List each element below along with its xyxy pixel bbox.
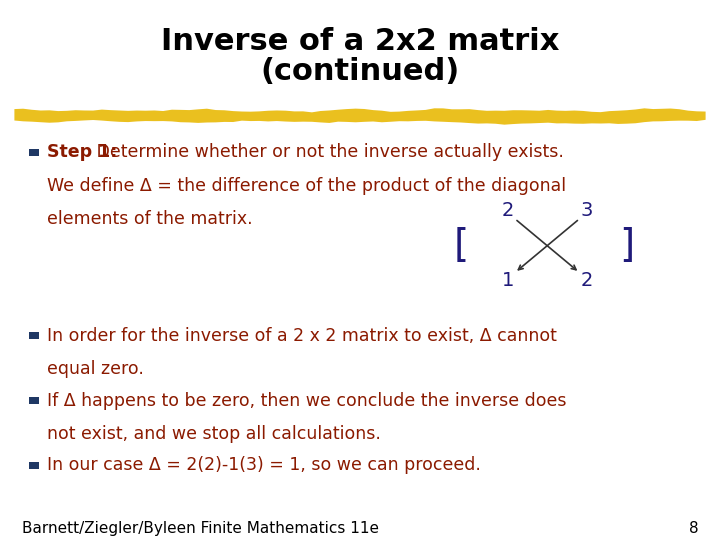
Text: In order for the inverse of a 2 x 2 matrix to exist, Δ cannot: In order for the inverse of a 2 x 2 matr…	[47, 327, 557, 345]
Bar	[29, 148, 39, 156]
Text: Inverse of a 2x2 matrix: Inverse of a 2x2 matrix	[161, 26, 559, 56]
Text: elements of the matrix.: elements of the matrix.	[47, 210, 253, 228]
Text: (continued): (continued)	[261, 57, 459, 86]
Text: 2: 2	[501, 201, 514, 220]
Bar	[29, 332, 39, 340]
Text: In our case Δ = 2(2)-1(3) = 1, so we can proceed.: In our case Δ = 2(2)-1(3) = 1, so we can…	[47, 456, 481, 475]
Text: 3: 3	[580, 201, 593, 220]
Text: Barnett/Ziegler/Byleen Finite Mathematics 11e: Barnett/Ziegler/Byleen Finite Mathematic…	[22, 521, 379, 536]
Text: 8: 8	[689, 521, 698, 536]
Polygon shape	[14, 109, 706, 125]
Text: 1: 1	[501, 271, 514, 291]
Text: Step 1:: Step 1:	[47, 143, 117, 161]
Text: 2: 2	[580, 271, 593, 291]
Bar	[29, 397, 39, 404]
Text: equal zero.: equal zero.	[47, 360, 144, 379]
Text: We define Δ = the difference of the product of the diagonal: We define Δ = the difference of the prod…	[47, 177, 566, 195]
Text: not exist, and we stop all calculations.: not exist, and we stop all calculations.	[47, 425, 381, 443]
Text: Determine whether or not the inverse actually exists.: Determine whether or not the inverse act…	[91, 143, 564, 161]
Text: ]: ]	[618, 227, 634, 265]
Bar	[29, 462, 39, 469]
Text: [: [	[453, 227, 469, 265]
Text: If Δ happens to be zero, then we conclude the inverse does: If Δ happens to be zero, then we conclud…	[47, 392, 567, 410]
